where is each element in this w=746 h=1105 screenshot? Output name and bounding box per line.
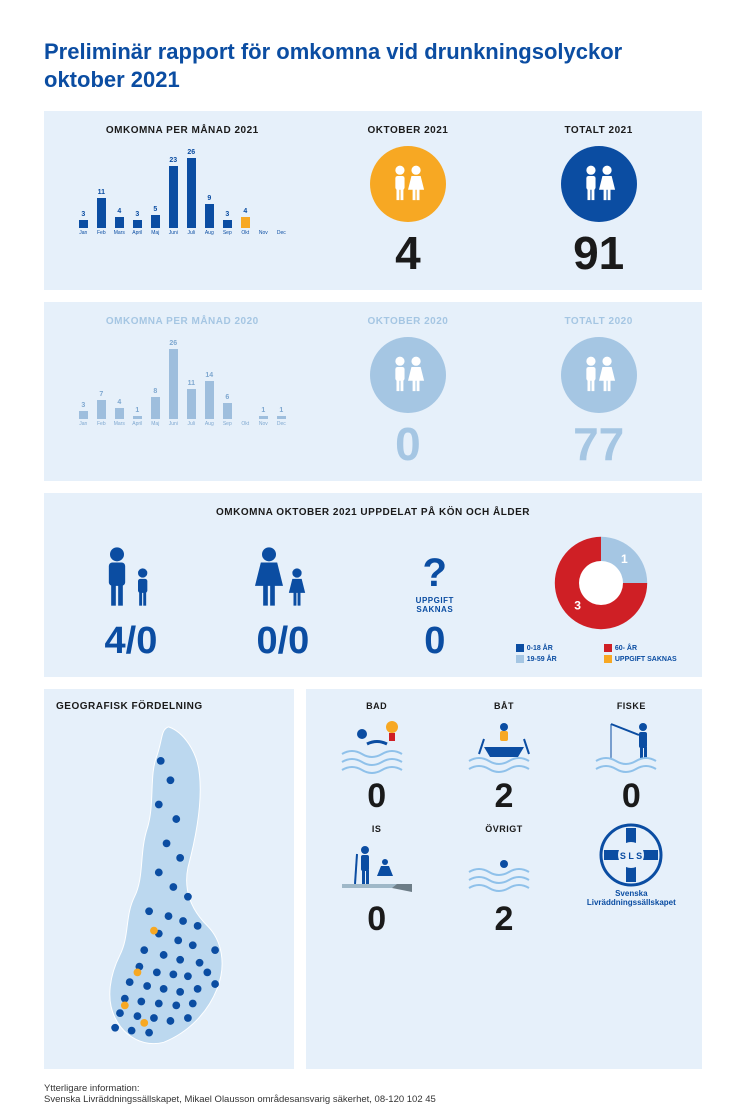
- tot-2020-label: TOTALT 2020: [511, 316, 686, 327]
- okt-2020-label: OKTOBER 2020: [321, 316, 496, 327]
- activity-bat: BÅT2: [445, 701, 562, 816]
- women-value: 0/0: [212, 620, 354, 663]
- people-icon-circle-tot21: [561, 146, 637, 222]
- tot-2021-value: 91: [511, 230, 686, 276]
- footer: Ytterligare information: Svenska Livrädd…: [44, 1083, 702, 1105]
- activity-logo: S L SSvenska Livräddningssällskapet: [573, 824, 690, 939]
- missing-value: 0: [364, 620, 506, 663]
- footer-line2: Svenska Livräddningssällskapet, Mikael O…: [44, 1094, 702, 1105]
- panel-2020: OMKOMNA PER MÅNAD 2020 3Jan7Feb4Mars1Apr…: [44, 302, 702, 481]
- geo-title: GEOGRAFISK FÖRDELNING: [56, 701, 282, 712]
- sweden-map: [56, 722, 281, 1052]
- man-child-icon: [96, 545, 166, 615]
- bar-chart-2020: 3Jan7Feb4Mars1April8Maj26Juni11Juli14Aug…: [60, 337, 305, 427]
- okt-2021-value: 4: [321, 230, 496, 276]
- age-donut-chart: 13: [546, 528, 656, 638]
- woman-child-icon: [248, 545, 318, 615]
- svg-text:1: 1: [621, 552, 628, 566]
- activity-bad: BAD0: [318, 701, 435, 816]
- panel-geo: GEOGRAFISK FÖRDELNING: [44, 689, 294, 1069]
- activity-ovrigt: ÖVRIGT2: [445, 824, 562, 939]
- people-icon: [385, 352, 431, 398]
- panel-2021: OMKOMNA PER MÅNAD 2021 3Jan11Feb4Mars3Ap…: [44, 111, 702, 290]
- panel-gender-age: OMKOMNA OKTOBER 2021 UPPDELAT PÅ KÖN OCH…: [44, 493, 702, 677]
- okt-2021-label: OKTOBER 2021: [321, 125, 496, 136]
- panel-activities: BAD0BÅT2FISKE0 IS0ÖVRIGT2S L SSvenska Liv…: [306, 689, 702, 1069]
- activity-fiske: FISKE0: [573, 701, 690, 816]
- people-icon-circle-okt20: [370, 337, 446, 413]
- okt-2020-value: 0: [321, 421, 496, 467]
- svg-text:3: 3: [574, 599, 581, 613]
- tot-2020-value: 77: [511, 421, 686, 467]
- footer-line1: Ytterligare information:: [44, 1083, 702, 1094]
- gender-title: OMKOMNA OKTOBER 2021 UPPDELAT PÅ KÖN OCH…: [60, 507, 686, 518]
- people-icon: [576, 161, 622, 207]
- missing-label: UPPGIFTSAKNAS: [364, 596, 506, 614]
- people-icon-circle-tot20: [561, 337, 637, 413]
- people-icon: [385, 161, 431, 207]
- chart-2020-title: OMKOMNA PER MÅNAD 2020: [60, 316, 305, 327]
- activity-is: IS0: [318, 824, 435, 939]
- question-icon: ?: [364, 551, 506, 596]
- people-icon-circle-okt21: [370, 146, 446, 222]
- tot-2021-label: TOTALT 2021: [511, 125, 686, 136]
- chart-2021-title: OMKOMNA PER MÅNAD 2021: [60, 125, 305, 136]
- svg-text:S L S: S L S: [620, 851, 642, 861]
- men-value: 4/0: [60, 620, 202, 663]
- page-title: Preliminär rapport för omkomna vid drunk…: [44, 38, 702, 93]
- age-legend: 0-18 ÅR60- ÅR19-59 ÅRUPPGIFT SAKNAS: [516, 644, 686, 663]
- bar-chart-2021: 3Jan11Feb4Mars3April5Maj23Juni26Juli9Aug…: [60, 146, 305, 236]
- people-icon: [576, 352, 622, 398]
